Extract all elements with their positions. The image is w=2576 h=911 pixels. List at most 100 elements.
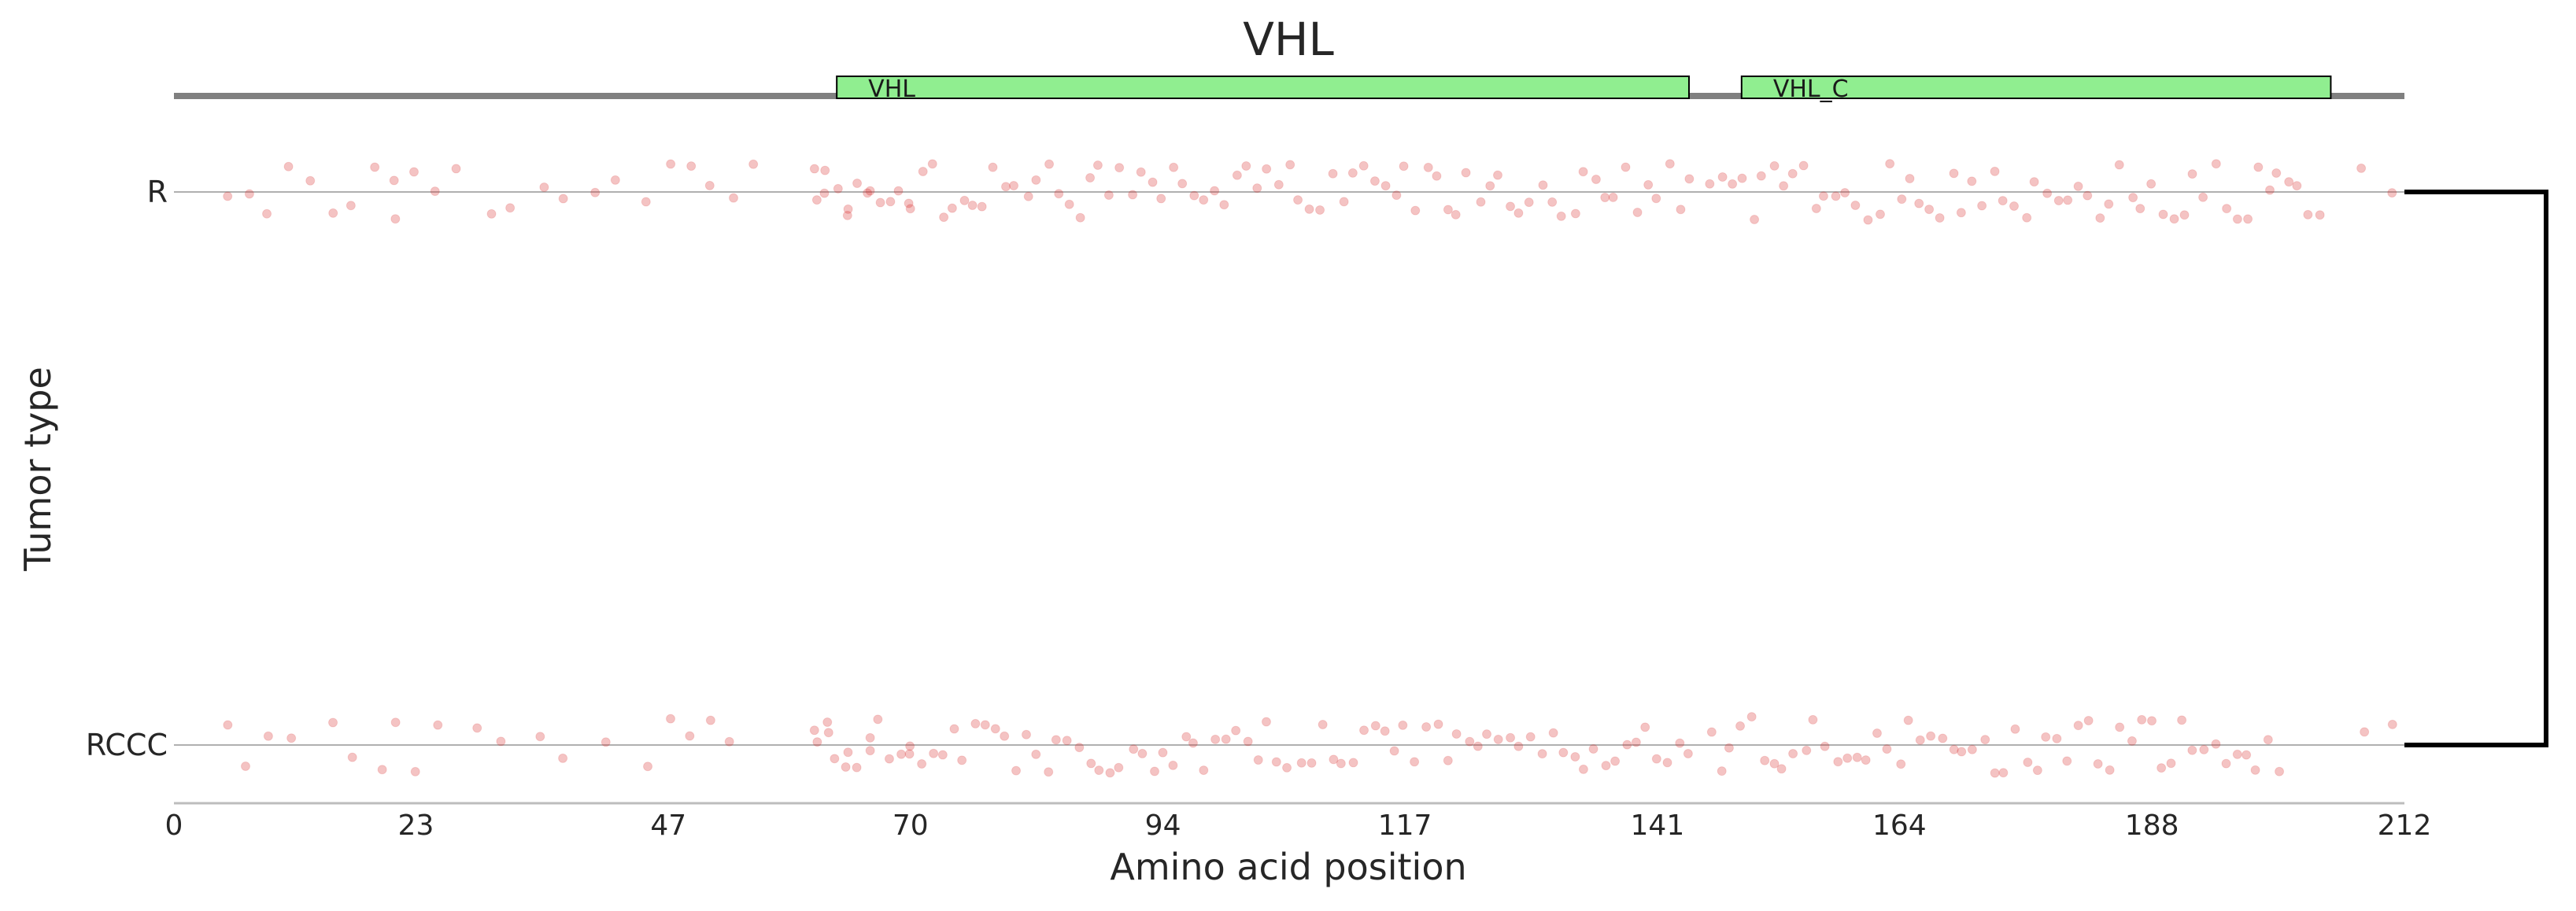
mutation-point (408, 167, 419, 177)
mutation-point (1548, 728, 1558, 738)
mutation-point (1631, 737, 1641, 747)
mutation-point (410, 766, 420, 776)
mutation-point (1980, 735, 1990, 745)
mutation-point (1728, 179, 1738, 189)
mutation-point (1473, 741, 1483, 751)
mutation-point (1328, 168, 1338, 179)
mutation-point (1451, 209, 1461, 219)
category-labels: R RCCC (86, 175, 168, 762)
mutation-point (884, 754, 894, 764)
mutation-point (2263, 735, 2273, 745)
mutation-point (2023, 758, 2033, 768)
dendrogram-bracket (2404, 190, 2548, 747)
mutation-point (1990, 166, 2000, 176)
mutation-point (865, 186, 875, 196)
mutation-point (1957, 747, 1967, 757)
mutation-point (1750, 214, 1760, 224)
mutation-point (2179, 210, 2190, 220)
mutation-point (1897, 194, 1907, 205)
mutation-point (1031, 175, 1041, 185)
mutation-point (1935, 213, 1945, 223)
mutation-point (1443, 755, 1453, 765)
mutation-point (535, 732, 545, 742)
mutation-point (2243, 214, 2253, 224)
mutation-point (1798, 160, 1809, 171)
mutation-point (1875, 209, 1885, 219)
mutation-point (2041, 732, 2051, 742)
mutation-point (1210, 734, 1221, 744)
mutation-point (905, 741, 915, 751)
mutation-point (451, 164, 461, 174)
mutation-point (2022, 212, 2032, 223)
mutation-point (1662, 758, 1672, 768)
mutation-point (1423, 162, 1433, 172)
mutation-point (896, 749, 907, 759)
mutation-point (812, 737, 822, 747)
mutation-point (1136, 167, 1146, 177)
mutation-point (1591, 175, 1601, 185)
mutation-point (1485, 181, 1495, 191)
mutation-point (1399, 161, 1409, 172)
mutation-point (1651, 754, 1661, 764)
domain-box (1740, 76, 2332, 99)
mutation-point (1188, 738, 1198, 748)
mutation-point (1391, 190, 1402, 201)
mutation-point (1493, 734, 1503, 744)
mutation-point (505, 203, 516, 213)
mutation-point (1717, 766, 1727, 776)
mutation-point (223, 720, 233, 730)
mutation-point (980, 720, 990, 730)
mutation-point (1168, 760, 1178, 770)
mutation-point (704, 180, 715, 190)
mutation-point (1465, 736, 1475, 747)
mutation-point (1949, 168, 1959, 179)
mutation-point (1998, 196, 2008, 206)
mutation-point (2114, 160, 2124, 170)
mutation-point (262, 208, 272, 219)
mutation-point (1336, 758, 1346, 769)
mutation-point (1432, 171, 1442, 181)
mutation-point (2222, 204, 2232, 214)
mutation-point (240, 761, 250, 771)
mutation-point (1787, 168, 1798, 179)
mutation-point (2169, 214, 2179, 224)
mutation-point (2253, 162, 2264, 172)
mutation-point (641, 197, 651, 207)
mutation-point (2093, 758, 2103, 769)
mutation-point (2387, 188, 2397, 198)
mutation-point (1578, 764, 1588, 774)
mutation-point (957, 755, 967, 765)
mutation-point (1075, 212, 1085, 223)
mutation-point (2010, 724, 2020, 734)
mutation-point (223, 191, 233, 201)
mutation-point (328, 208, 338, 218)
mutation-point (1000, 731, 1010, 741)
mutation-point (685, 731, 695, 741)
mutation-point (1861, 755, 1871, 765)
mutation-point (1632, 207, 1643, 217)
mutation-point (430, 186, 440, 197)
mutation-point (1802, 745, 1812, 755)
mutation-point (1348, 758, 1358, 768)
mutation-point (244, 189, 254, 199)
mutation-point (1199, 195, 1209, 205)
mutation-point (959, 195, 970, 205)
mutation-point (1811, 203, 1821, 213)
mutation-point (1513, 208, 1524, 218)
mutation-point (1293, 195, 1303, 205)
mutation-point (1410, 757, 1420, 767)
mutation-point (2199, 744, 2209, 754)
mutation-point (1001, 182, 1011, 192)
mutation-point (558, 194, 568, 204)
mutation-point (601, 737, 611, 747)
mutation-point (873, 714, 883, 725)
mutation-point (1389, 746, 1399, 756)
mutation-point (990, 724, 1000, 734)
mutation-point (1683, 749, 1693, 759)
mutation-point (1064, 199, 1074, 209)
mutation-point (1315, 205, 1325, 215)
mutation-point (2284, 177, 2294, 187)
mutation-point (2009, 201, 2020, 211)
mutation-point (1241, 160, 1251, 171)
mutation-point (1513, 741, 1524, 751)
